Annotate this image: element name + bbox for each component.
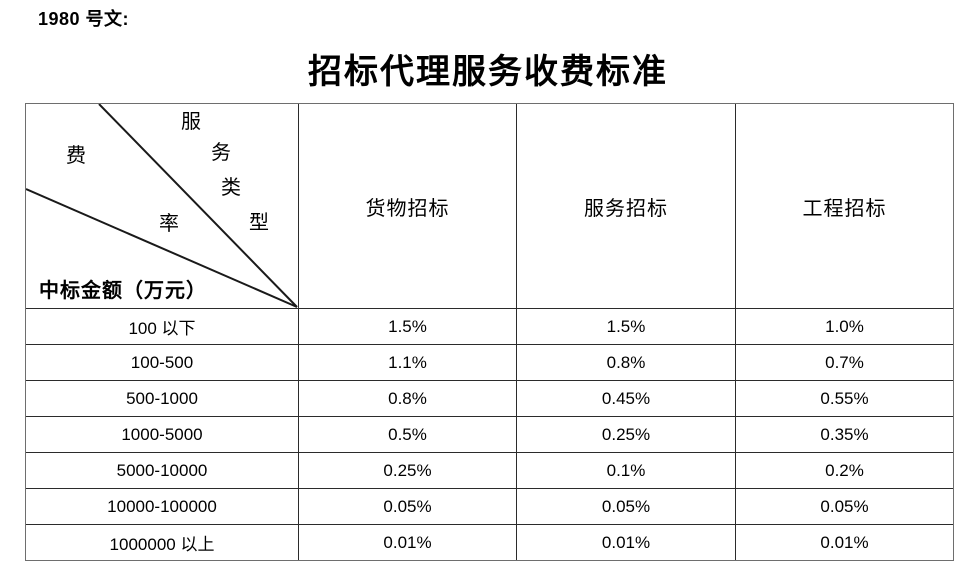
amount-cell: 10000-100000 [26, 488, 298, 524]
corner-col-axis-char: 服 [181, 111, 201, 133]
rate-cell: 0.1% [516, 452, 735, 488]
column-header-works: 工程招标 [735, 104, 953, 308]
corner-value-axis-char: 费 [66, 145, 86, 167]
corner-col-axis-char: 类 [221, 177, 241, 199]
corner-value-axis-char: 率 [159, 213, 179, 235]
amount-cell: 500-1000 [26, 380, 298, 416]
diagonal-lines [26, 104, 298, 308]
page-title: 招标代理服务收费标准 [308, 54, 668, 91]
amount-cell: 5000-10000 [26, 452, 298, 488]
rate-cell: 0.05% [735, 488, 953, 524]
rate-cell: 0.2% [735, 452, 953, 488]
rate-cell: 0.25% [298, 452, 516, 488]
rate-cell: 1.0% [735, 308, 953, 344]
corner-col-axis-char: 型 [249, 212, 269, 234]
corner-header-cell: 服 务 类 型 费 率 中标金额（万元） [26, 104, 298, 308]
rate-cell: 0.45% [516, 380, 735, 416]
rate-cell: 0.01% [516, 524, 735, 560]
fee-table: 服 务 类 型 费 率 中标金额（万元） 货物招标 服务招标 工程招标 100 … [25, 103, 954, 561]
rate-cell: 0.01% [298, 524, 516, 560]
rate-cell: 0.8% [516, 344, 735, 380]
column-header-goods: 货物招标 [298, 104, 516, 308]
corner-col-axis-char: 务 [211, 142, 231, 164]
doc-number: 1980 号文: [38, 9, 130, 29]
amount-cell: 100-500 [26, 344, 298, 380]
rate-cell: 0.5% [298, 416, 516, 452]
rate-cell: 1.5% [516, 308, 735, 344]
diagonal-line-lower [26, 188, 298, 308]
rate-cell: 1.5% [298, 308, 516, 344]
row-axis-label: 中标金额（万元） [39, 280, 207, 302]
rate-cell: 1.1% [298, 344, 516, 380]
column-header-services: 服务招标 [516, 104, 735, 308]
rate-cell: 0.35% [735, 416, 953, 452]
rate-cell: 0.8% [298, 380, 516, 416]
rate-cell: 0.05% [516, 488, 735, 524]
rate-cell: 0.25% [516, 416, 735, 452]
rate-cell: 0.05% [298, 488, 516, 524]
amount-cell: 1000-5000 [26, 416, 298, 452]
rate-cell: 0.55% [735, 380, 953, 416]
diagonal-line-upper [98, 104, 298, 308]
amount-cell: 1000000 以上 [26, 524, 298, 560]
amount-cell: 100 以下 [26, 308, 298, 344]
rate-cell: 0.7% [735, 344, 953, 380]
rate-cell: 0.01% [735, 524, 953, 560]
